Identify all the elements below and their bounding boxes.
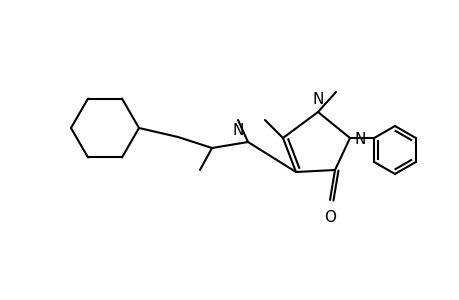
Text: N: N: [354, 131, 365, 146]
Text: N: N: [312, 92, 323, 107]
Text: O: O: [323, 210, 335, 225]
Text: N: N: [232, 123, 243, 138]
